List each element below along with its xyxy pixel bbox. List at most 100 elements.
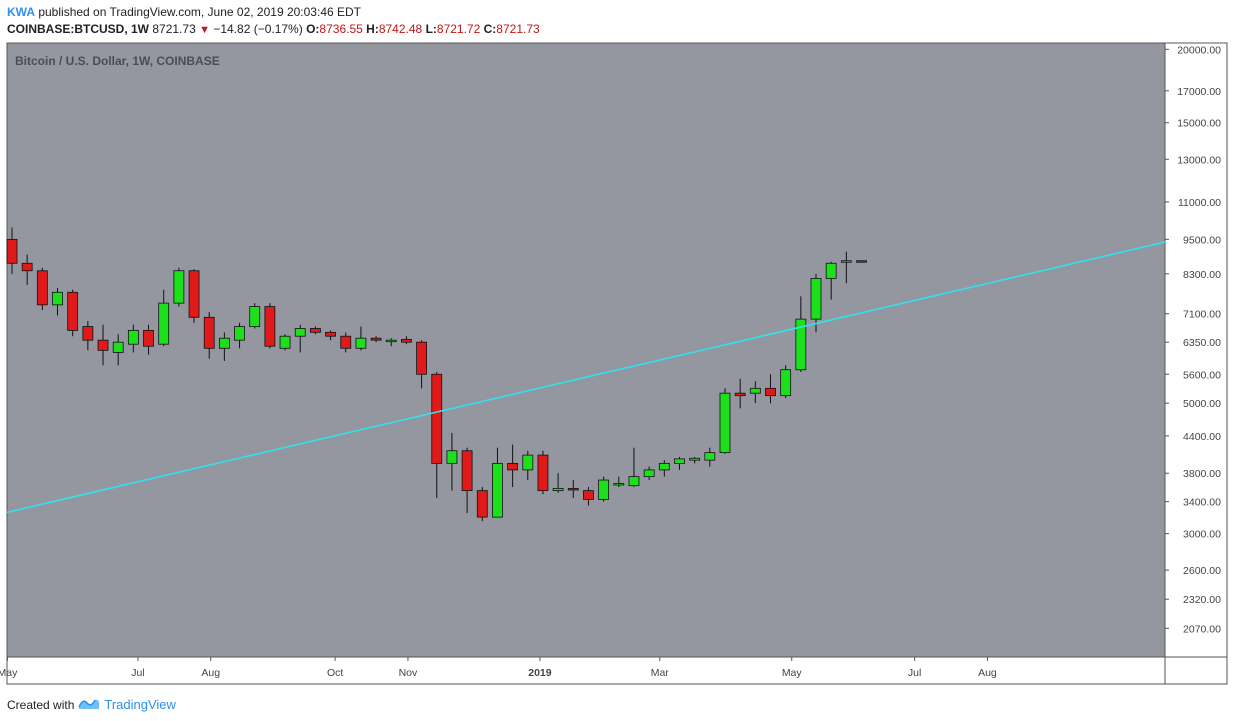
candle[interactable]: [218, 332, 230, 361]
candle[interactable]: [643, 466, 655, 481]
candle[interactable]: [21, 254, 33, 285]
candle-body: [825, 262, 837, 279]
candle[interactable]: [658, 460, 670, 477]
candle[interactable]: [689, 456, 701, 464]
candle[interactable]: [613, 476, 625, 488]
candle[interactable]: [203, 311, 215, 359]
candle[interactable]: [825, 261, 837, 300]
candle[interactable]: [370, 336, 382, 343]
candle[interactable]: [840, 251, 852, 284]
y-axis-ticks: 20000.00 17000.00 15000.00 13000.00 11000.00…: [1165, 44, 1221, 635]
publish-text: published on TradingView.com, June 02, 2…: [35, 5, 361, 19]
candle[interactable]: [719, 388, 731, 454]
candle-body: [82, 326, 94, 341]
candle-body: [780, 369, 792, 397]
y-tick-label: 3000.00: [1183, 529, 1221, 541]
created-with-text: Created with: [7, 697, 75, 712]
y-tick-label: 5600.00: [1183, 369, 1221, 381]
low-value: 8721.72: [436, 22, 481, 36]
candle[interactable]: [355, 326, 367, 351]
candle[interactable]: [856, 260, 867, 263]
candle[interactable]: [112, 334, 124, 366]
candle[interactable]: [628, 447, 640, 488]
candle[interactable]: [765, 374, 776, 404]
candle[interactable]: [522, 450, 534, 481]
candle[interactable]: [795, 296, 807, 372]
candle-body: [264, 306, 276, 347]
candle-body: [325, 331, 336, 337]
close-label: C:: [483, 22, 497, 36]
candle[interactable]: [674, 456, 685, 470]
candle-body: [476, 490, 488, 518]
y-tick-label: 8300.00: [1183, 269, 1221, 281]
candle[interactable]: [97, 324, 109, 366]
time-axis[interactable]: [7, 657, 1227, 684]
candle[interactable]: [249, 303, 261, 329]
high-value: 8742.48: [378, 22, 423, 36]
candle[interactable]: [476, 487, 488, 522]
candle[interactable]: [492, 447, 503, 518]
x-tick-label: May: [782, 667, 803, 679]
candle[interactable]: [704, 447, 716, 467]
candle[interactable]: [294, 324, 306, 353]
tradingview-brand[interactable]: TradingView: [104, 697, 176, 712]
symbol-label: COINBASE:BTCUSD, 1W: [7, 22, 150, 36]
candle[interactable]: [416, 340, 427, 389]
tradingview-logo-icon[interactable]: [78, 696, 100, 713]
candle-body: [416, 341, 427, 375]
candle[interactable]: [325, 330, 336, 341]
candle[interactable]: [461, 447, 473, 514]
publish-info: KWA published on TradingView.com, June 0…: [7, 5, 361, 19]
x-tick-label: Jul: [908, 667, 921, 679]
candle[interactable]: [340, 332, 352, 353]
candle[interactable]: [431, 371, 443, 498]
y-tick-label: 13000.00: [1177, 154, 1221, 166]
candle[interactable]: [567, 480, 579, 498]
price-axis[interactable]: [1165, 43, 1227, 657]
candle[interactable]: [127, 324, 139, 353]
candle-body: [734, 392, 746, 397]
candle[interactable]: [583, 487, 594, 506]
candle[interactable]: [82, 320, 94, 351]
candle-body: [795, 318, 807, 371]
candle-body: [6, 238, 18, 264]
candle[interactable]: [143, 324, 154, 355]
candle[interactable]: [780, 365, 792, 399]
candle[interactable]: [749, 381, 761, 404]
ohlc-bar: COINBASE:BTCUSD, 1W 8721.73 ▼ −14.82 (−0…: [7, 22, 540, 36]
plot-area[interactable]: [7, 43, 1165, 657]
candle-body: [567, 488, 579, 491]
candle[interactable]: [158, 289, 170, 347]
trendline[interactable]: [6, 241, 1166, 514]
candle[interactable]: [188, 269, 200, 323]
candle[interactable]: [279, 334, 291, 351]
candle-body: [431, 373, 443, 464]
candle[interactable]: [598, 476, 610, 502]
candle[interactable]: [264, 303, 276, 349]
candle[interactable]: [507, 444, 519, 488]
candle[interactable]: [385, 338, 397, 347]
candle-body: [492, 462, 503, 518]
candle[interactable]: [552, 473, 564, 493]
chart-title: Bitcoin / U.S. Dollar, 1W, COINBASE: [15, 54, 220, 68]
candle[interactable]: [309, 326, 321, 335]
candle[interactable]: [810, 273, 822, 333]
down-arrow-icon: ▼: [199, 24, 210, 36]
candle-body: [249, 306, 261, 327]
candle-body: [21, 262, 33, 272]
candle[interactable]: [67, 289, 79, 337]
candle[interactable]: [234, 322, 245, 349]
candle[interactable]: [401, 336, 412, 345]
candle[interactable]: [446, 432, 458, 491]
candle[interactable]: [173, 267, 185, 307]
candle[interactable]: [36, 267, 48, 311]
candle-body: [279, 335, 291, 349]
candle[interactable]: [537, 450, 549, 495]
candle[interactable]: [6, 227, 18, 274]
author-name[interactable]: KWA: [7, 5, 35, 19]
candle[interactable]: [52, 288, 63, 316]
y-tick-label: 2320.00: [1183, 594, 1221, 606]
y-tick-label: 2070.00: [1183, 623, 1221, 635]
candle[interactable]: [734, 378, 746, 409]
